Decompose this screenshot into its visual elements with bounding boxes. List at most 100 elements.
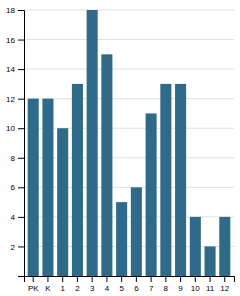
y-tick-mark	[18, 246, 24, 247]
x-tick-label: 10	[191, 284, 200, 293]
x-tick-label: 5	[119, 284, 124, 293]
bar	[72, 84, 83, 276]
x-tick-mark	[180, 276, 181, 282]
bar	[219, 217, 230, 276]
y-axis: 2 4 6 8 10 12 14 16 18	[6, 6, 24, 276]
x-tick-label: 4	[105, 284, 110, 293]
grid-line	[24, 10, 234, 11]
x-tick-label: 3	[90, 284, 95, 293]
grid-line	[24, 216, 234, 217]
y-tick-mark	[18, 10, 24, 11]
x-tick-mark	[210, 276, 211, 282]
bar	[146, 113, 157, 276]
chart: PKK12345678910111224681012141618	[0, 0, 240, 296]
x-tick-label: 2	[75, 284, 80, 293]
y-tick-mark	[18, 187, 24, 188]
bar	[116, 202, 127, 276]
x-tick-label: 9	[178, 284, 183, 293]
grid-line	[24, 128, 234, 129]
x-axis: PKK123456789101112	[25, 276, 235, 293]
bar	[160, 84, 171, 276]
x-tick: 9	[178, 276, 183, 293]
bar	[131, 187, 142, 276]
y-tick: 6	[11, 183, 24, 192]
x-axis-line	[25, 277, 235, 283]
grid-line	[24, 187, 234, 188]
x-tick-label: 8	[164, 284, 169, 293]
y-tick: 18	[6, 6, 24, 15]
y-tick-mark	[18, 217, 24, 218]
x-tick: 12	[220, 276, 229, 293]
x-tick: PK	[28, 276, 39, 293]
plot: PKK12345678910111224681012141618	[6, 6, 234, 293]
x-tick-mark	[47, 276, 48, 282]
y-tick-label: 10	[6, 124, 15, 133]
bar	[101, 54, 112, 276]
x-tick-label: 1	[60, 284, 65, 293]
grid-line	[24, 98, 234, 99]
x-tick-mark	[77, 276, 78, 282]
x-tick-label: 7	[149, 284, 154, 293]
y-tick-label: 12	[6, 95, 15, 104]
x-tick: 8	[164, 276, 169, 293]
y-tick: 2	[11, 243, 24, 252]
x-tick: 1	[60, 276, 65, 293]
y-tick-label: 4	[11, 213, 16, 222]
x-tick-label: K	[45, 284, 51, 293]
x-tick: 3	[90, 276, 95, 293]
y-axis-line	[18, 11, 25, 277]
x-tick: 6	[134, 276, 139, 293]
x-tick: 5	[119, 276, 124, 293]
y-tick: 14	[6, 65, 24, 74]
x-tick-label: 12	[220, 284, 229, 293]
x-tick-mark	[195, 276, 196, 282]
y-tick: 4	[11, 213, 24, 222]
y-tick-mark	[18, 40, 24, 41]
bar	[42, 99, 53, 276]
x-tick-mark	[92, 276, 93, 282]
x-tick-label: 11	[206, 284, 215, 293]
y-tick-mark	[18, 69, 24, 70]
x-tick-mark	[224, 276, 225, 282]
bar	[175, 84, 186, 276]
bar	[57, 128, 68, 276]
x-tick: 10	[191, 276, 200, 293]
x-tick-mark	[121, 276, 122, 282]
bars	[28, 10, 231, 276]
x-tick-mark	[165, 276, 166, 282]
x-tick-label: PK	[28, 284, 39, 293]
bar	[87, 10, 98, 276]
y-tick: 8	[11, 154, 24, 163]
y-tick-mark	[18, 158, 24, 159]
x-tick: 2	[75, 276, 80, 293]
y-tick: 16	[6, 36, 24, 45]
bar	[190, 217, 201, 276]
y-tick-label: 14	[6, 65, 15, 74]
x-tick-mark	[151, 276, 152, 282]
x-tick-mark	[62, 276, 63, 282]
x-tick-mark	[136, 276, 137, 282]
chart-container: PKK12345678910111224681012141618	[0, 0, 240, 296]
grid	[24, 10, 234, 246]
y-tick-label: 8	[11, 154, 16, 163]
bar	[205, 246, 216, 276]
x-tick: 11	[206, 276, 215, 293]
y-tick-mark	[18, 99, 24, 100]
x-tick: 4	[105, 276, 110, 293]
x-tick: 7	[149, 276, 154, 293]
y-tick-label: 16	[6, 36, 15, 45]
y-tick-label: 6	[11, 183, 16, 192]
y-tick-label: 18	[6, 6, 15, 15]
x-tick-mark	[33, 276, 34, 282]
grid-line	[24, 157, 234, 158]
y-tick-label: 2	[11, 243, 16, 252]
x-tick-mark	[106, 276, 107, 282]
x-tick: K	[45, 276, 51, 293]
grid-line	[24, 69, 234, 70]
grid-line	[24, 39, 234, 40]
x-tick-label: 6	[134, 284, 139, 293]
y-tick-mark	[18, 128, 24, 129]
y-tick: 12	[6, 95, 24, 104]
grid-line	[24, 246, 234, 247]
bar	[28, 99, 39, 276]
